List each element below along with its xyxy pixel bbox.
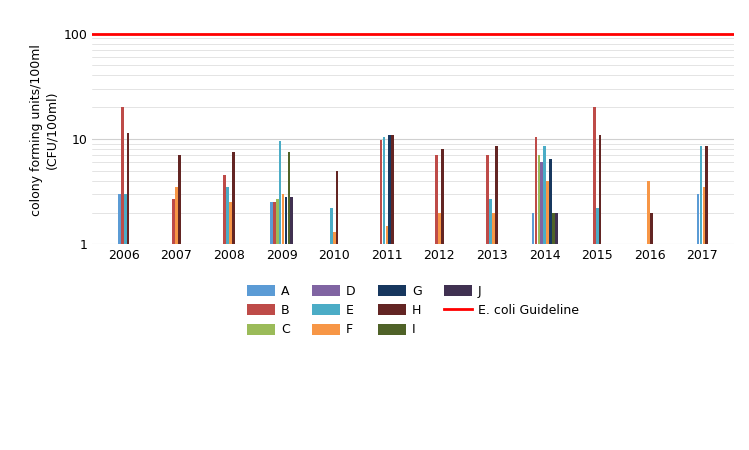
Bar <box>535 137 537 450</box>
Bar <box>549 159 552 450</box>
Bar <box>229 202 231 450</box>
Bar <box>438 212 440 450</box>
Bar <box>127 132 130 450</box>
Bar <box>538 155 540 450</box>
Bar <box>226 187 229 450</box>
Bar <box>486 155 489 450</box>
Bar <box>273 202 276 450</box>
Bar <box>178 155 181 450</box>
Bar <box>555 212 557 450</box>
Bar <box>124 194 127 450</box>
Bar <box>333 232 336 450</box>
Bar <box>386 226 388 450</box>
Bar <box>596 208 598 450</box>
Bar <box>232 152 234 450</box>
Bar <box>288 152 290 450</box>
Bar <box>336 171 339 450</box>
E. coli Guideline <box>172 31 181 36</box>
Bar <box>285 197 288 450</box>
Legend: A, B, C, D, E, F, G, H, I, J, E. coli Guideline: A, B, C, D, E, F, G, H, I, J, E. coli Gu… <box>247 285 579 337</box>
Bar <box>546 181 549 450</box>
Bar <box>495 146 497 450</box>
Bar <box>650 212 652 450</box>
Bar <box>118 194 121 450</box>
Bar <box>543 146 546 450</box>
Bar <box>492 212 495 450</box>
Bar <box>380 140 382 450</box>
Bar <box>389 135 391 450</box>
Bar <box>599 135 601 450</box>
Bar <box>647 181 649 450</box>
E. coli Guideline <box>119 31 128 36</box>
Bar <box>172 199 175 450</box>
Bar <box>489 199 492 450</box>
Bar <box>593 107 595 450</box>
Bar <box>121 107 124 450</box>
Bar <box>532 212 534 450</box>
Bar <box>270 202 273 450</box>
Bar <box>435 155 438 450</box>
Bar <box>703 187 706 450</box>
Bar <box>552 212 554 450</box>
Bar <box>291 197 293 450</box>
Bar <box>697 194 700 450</box>
Bar <box>700 146 703 450</box>
Bar <box>175 187 178 450</box>
Bar <box>282 194 285 450</box>
Bar <box>279 141 282 450</box>
Bar <box>706 146 708 450</box>
Bar <box>223 176 226 450</box>
Y-axis label: colony forming units/100ml
(CFU/100ml): colony forming units/100ml (CFU/100ml) <box>30 44 58 216</box>
Bar <box>383 137 385 450</box>
Bar <box>330 208 333 450</box>
Bar <box>541 162 543 450</box>
Bar <box>441 149 443 450</box>
Bar <box>276 199 279 450</box>
Bar <box>391 135 394 450</box>
